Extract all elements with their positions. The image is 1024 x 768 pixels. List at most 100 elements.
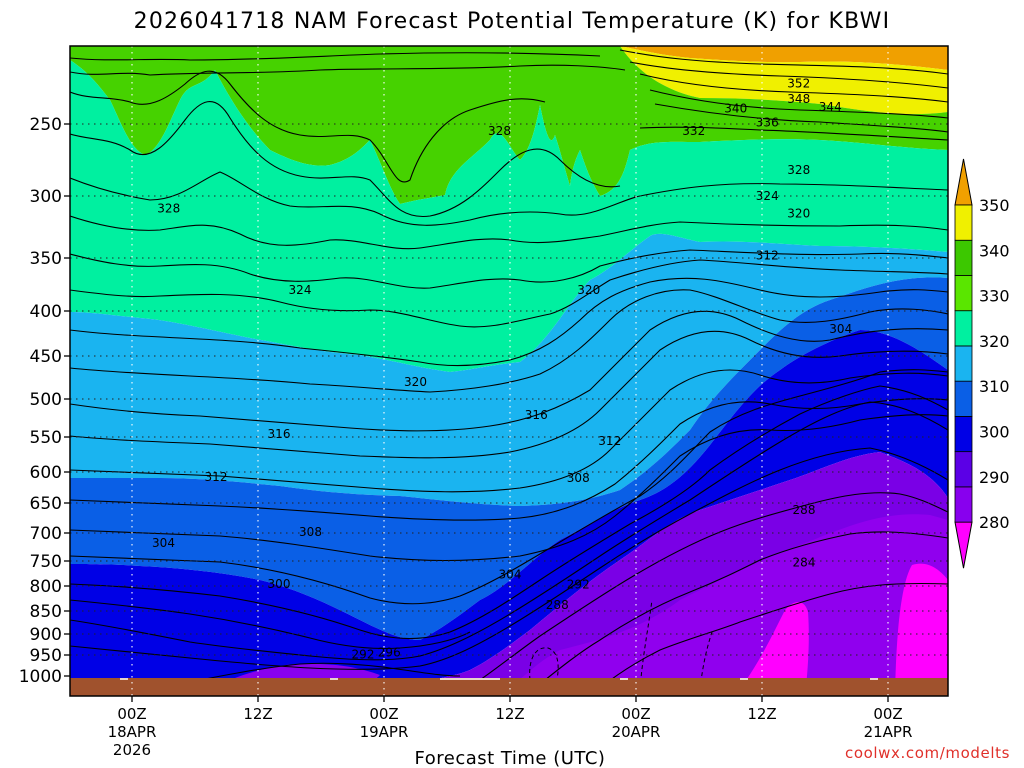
- contour-label: 312: [205, 470, 228, 484]
- contour-line: [654, 103, 948, 133]
- colorbar-label: 340: [979, 241, 1010, 260]
- band-aqua: [70, 60, 948, 372]
- band-green: [70, 46, 948, 204]
- x-tick-label: 12Z: [243, 705, 272, 723]
- contour-line: [599, 582, 948, 689]
- y-tick-label: 800: [30, 577, 62, 597]
- contour-label: 344: [819, 100, 842, 114]
- contour-label: 332: [682, 124, 705, 138]
- contour-label: 304: [152, 536, 175, 550]
- contour-line: [649, 89, 948, 119]
- contour-label: 328: [488, 124, 511, 138]
- contour-label: 320: [577, 283, 600, 297]
- colorbar-segment: [954, 451, 973, 488]
- contour-line: [70, 414, 948, 562]
- contour-line: [70, 330, 948, 459]
- contour-label: 292: [567, 578, 590, 592]
- credit-text: coolwx.com/modelts: [845, 744, 1010, 762]
- contour-line: [70, 369, 948, 493]
- colorbar-label: 320: [979, 332, 1010, 351]
- contour-label: 324: [756, 189, 779, 203]
- y-tick-label: 300: [30, 187, 62, 207]
- colorbar-segment: [954, 486, 973, 523]
- x-tick-label: 19APR: [360, 723, 409, 741]
- x-tick-label: 2026: [113, 741, 151, 759]
- y-tick-label: 700: [30, 524, 62, 544]
- colorbar-extend-bottom: [954, 521, 973, 569]
- x-axis-label: Forecast Time (UTC): [415, 748, 606, 768]
- x-tick-label: 00Z: [369, 705, 398, 723]
- x-tick-label: 12Z: [747, 705, 776, 723]
- colorbar-label: 290: [979, 468, 1010, 487]
- contour-label: 312: [598, 434, 621, 448]
- colorbar-segment: [954, 415, 973, 453]
- y-tick-label: 250: [30, 115, 62, 135]
- contour-line: [70, 289, 948, 393]
- contour-label: 316: [268, 427, 291, 441]
- contour-label: 300: [268, 577, 291, 591]
- contour-line: [70, 447, 948, 670]
- contour-line: [479, 492, 948, 681]
- contour-line: [639, 126, 948, 141]
- contour-line: [629, 61, 948, 89]
- y-axis: 250 300 350 400 450 500 550 600 650 700 750 800 850 9…: [19, 115, 70, 687]
- contour-label: 284: [793, 556, 816, 570]
- chart-title: 2026041718 NAM Forecast Potential Temper…: [134, 9, 891, 34]
- contour-line: [70, 599, 471, 650]
- colorbar-segment: [954, 239, 973, 276]
- contour-line: [70, 101, 621, 218]
- y-tick-label: 450: [30, 347, 62, 367]
- ground-strip: [70, 678, 948, 696]
- y-tick-label: 500: [30, 390, 62, 410]
- contour-line: [70, 64, 626, 76]
- contour-label: 320: [404, 375, 427, 389]
- y-tick-label: 750: [30, 552, 62, 572]
- band-blue: [70, 277, 948, 640]
- y-tick-label: 600: [30, 463, 62, 483]
- colorbar-segment: [954, 204, 973, 241]
- y-tick-label: 900: [30, 625, 62, 645]
- colorbar-label: 300: [979, 423, 1010, 442]
- contour-label: 316: [525, 408, 548, 422]
- colorbar-label: 280: [979, 513, 1010, 532]
- contour-line: [529, 647, 559, 689]
- x-tick-label: 12Z: [495, 705, 524, 723]
- contour-label: 292: [352, 648, 375, 662]
- pocket-magenta-2: [895, 563, 948, 696]
- colorbar-label: 310: [979, 377, 1010, 396]
- contour-label: 320: [787, 206, 810, 220]
- contour-line: [539, 531, 948, 685]
- contour-label: 308: [299, 525, 322, 539]
- contour-label: 336: [756, 115, 779, 129]
- band-violet: [500, 514, 948, 696]
- contour-label: 324: [289, 283, 312, 297]
- contour-line: [619, 49, 948, 75]
- contour-line: [70, 310, 948, 432]
- x-tick-label: 21APR: [864, 723, 913, 741]
- colorbar-segment: [954, 275, 973, 312]
- colorbar-segment: [954, 380, 973, 417]
- contour-label: 304: [499, 568, 522, 582]
- band-orange: [620, 46, 948, 70]
- x-tick-label: 00Z: [621, 705, 650, 723]
- contour-label: 328: [157, 201, 180, 215]
- contour-line: [70, 398, 948, 521]
- contour-label: 340: [724, 101, 747, 115]
- band-yellow: [620, 46, 948, 115]
- contour-label: 304: [829, 322, 852, 336]
- y-tick-label: 550: [30, 428, 62, 448]
- plot-area: 352 348 344 340 336 332 328 328 328 324 324 320 320 3…: [70, 46, 948, 696]
- contour-label: 328: [787, 163, 810, 177]
- contour-line: [70, 259, 948, 328]
- grid: [70, 46, 948, 696]
- colorbar: 280 290 300 310 320 330 340 350: [954, 158, 1010, 569]
- y-tick-label: 650: [30, 494, 62, 514]
- x-tick-label: 18APR: [108, 723, 157, 741]
- x-tick-label: 20APR: [612, 723, 661, 741]
- contour-line: [70, 215, 948, 250]
- colorbar-segment: [954, 310, 973, 347]
- contour-label: 308: [567, 471, 590, 485]
- y-tick-label: 850: [30, 602, 62, 622]
